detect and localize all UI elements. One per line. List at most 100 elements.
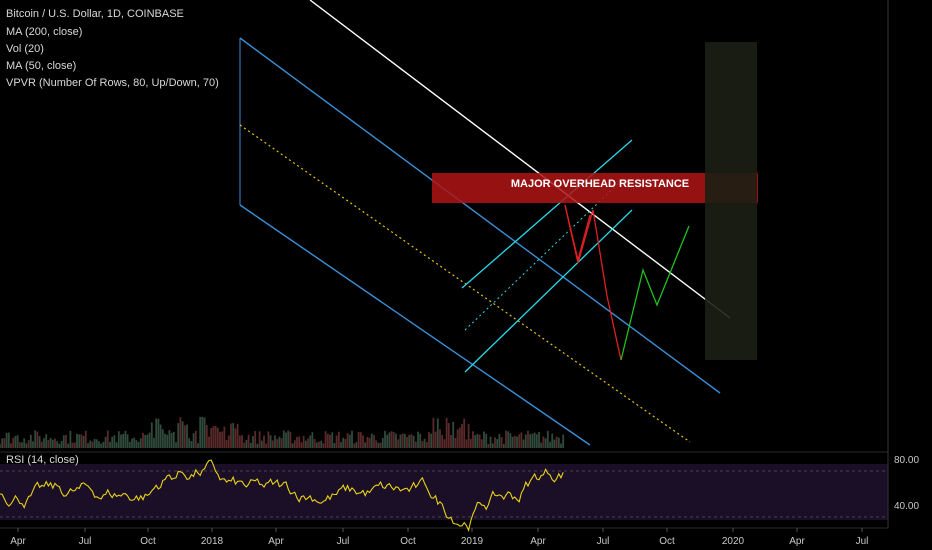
y-axis-bg [888,0,932,550]
volume-bar [95,439,98,448]
volume-bar [377,442,380,448]
volume-bar [522,439,525,448]
volume-bar [296,436,298,448]
volume-bar [280,438,283,448]
volume-bar [106,430,109,448]
volume-bar [560,443,562,448]
volume-bar [379,442,382,448]
volume-bar [366,436,369,448]
volume-bar [43,438,45,448]
volume-bar [390,431,393,448]
volume-bar [467,424,470,448]
volume-bar [498,433,501,448]
volume-bar [104,436,107,448]
volume-bar [186,424,188,448]
volume-bar [271,440,274,448]
volume-bar [414,441,417,448]
volume-bar [300,442,303,448]
volume-bar [524,434,527,448]
volume-bar [265,443,268,448]
volume-bar [247,434,250,448]
volume-bar [148,432,151,448]
volume-bar [219,431,221,448]
volume-bar [102,441,105,448]
volume-bar [491,443,494,448]
volume-bar [546,430,549,448]
rising-channel-upper [461,139,633,289]
volume-bar [289,431,292,448]
volume-bar [364,442,367,448]
volume-bar [511,436,514,448]
volume-bar [203,417,206,448]
volume-bar [357,431,360,448]
volume-bar [395,433,397,448]
x-tick-label: Oct [400,536,416,547]
volume-bar [1,438,4,448]
rsi-tick-label: 80.00 [894,455,919,466]
volume-bar [555,436,558,448]
volume-bar [194,430,197,448]
volume-bar [346,433,349,448]
volume-bar [179,417,182,448]
volume-bar [353,443,356,448]
volume-bar [518,434,521,448]
volume-bar [34,430,37,448]
volume-bar [441,434,444,448]
volume-bar [236,423,239,448]
volume-bar [324,431,327,448]
volume-bar [318,441,320,448]
volume-bar [135,440,138,448]
volume-bar [249,442,252,448]
x-tick-label: Jul [597,536,610,547]
volume-bar [386,434,389,448]
volume-bar [47,440,50,448]
volume-bar [124,430,127,448]
volume-bar [322,443,325,448]
volume-bar [538,431,540,448]
channel-mid [239,124,691,443]
volume-bar [56,441,59,448]
volume-bar [476,434,479,448]
fib-levels: 261.80%161.80%100.00%78.60%61.80%50.00%3… [705,42,757,360]
volume-bar [531,433,534,448]
volume-bar [223,426,226,448]
volume-bar [168,430,171,448]
volume-bar [513,435,516,448]
volume-bar [375,440,378,448]
volume-bar [542,436,545,448]
volume-bar [298,436,301,448]
volume-bar [58,443,61,448]
volume-bar [454,437,457,448]
volume-bar [62,435,65,448]
volume-bar [153,437,155,448]
volume-bar [430,433,433,448]
volume-bar [408,435,411,448]
volume-bar [516,436,518,448]
volume-bar [45,434,48,448]
volume-bar [282,430,285,448]
volume-bar [348,434,351,448]
volume-bar [12,437,15,448]
volume-bar [131,438,133,448]
volume-bar [137,441,140,448]
volume-bar [461,424,463,448]
volume-bar [540,442,543,448]
volume-bar [69,430,72,448]
volume-bar [133,437,136,448]
volume-bar [458,427,461,448]
volume-bar [120,434,122,448]
volume-bar [313,439,316,448]
volume-bar [144,435,147,448]
volume-bar [533,432,536,448]
volume-bar [307,438,309,448]
volume-bar [450,435,452,448]
volume-bar [494,437,496,448]
volume-bar [311,432,314,448]
volume-bar [227,435,230,448]
x-tick-label: Jul [856,536,869,547]
volume-bar [71,442,74,448]
volume-bar [551,433,554,448]
volume-bar [40,441,43,448]
